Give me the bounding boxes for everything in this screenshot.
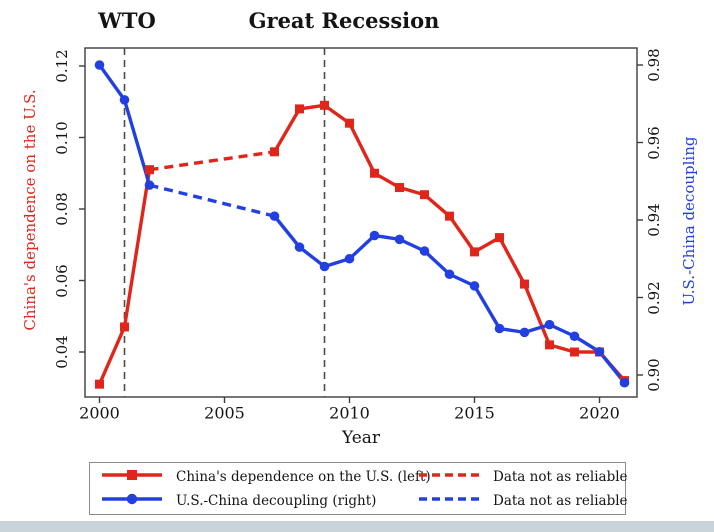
blue-series-marker xyxy=(94,60,105,70)
red-series-marker xyxy=(570,347,579,357)
red-series-dashed-segment xyxy=(149,150,275,172)
annotation-great-recession-label: Great Recession xyxy=(248,8,440,33)
blue-series-marker xyxy=(144,180,155,190)
red-series-marker xyxy=(270,147,279,157)
legend-blue-line-sample xyxy=(100,491,164,511)
left-tick-label: 0.04 xyxy=(53,335,71,369)
blue-series-marker xyxy=(419,246,430,256)
left-tick-label: 0.08 xyxy=(53,192,71,226)
right-tick-label: 0.90 xyxy=(645,358,663,392)
red-series-marker xyxy=(345,118,354,128)
blue-series-marker xyxy=(294,242,305,252)
blue-series-marker xyxy=(619,377,630,388)
right-tick-label: 0.94 xyxy=(645,203,663,237)
blue-series-marker xyxy=(569,331,580,342)
legend-sample-svg xyxy=(419,473,479,477)
blue-series-marker xyxy=(594,346,605,357)
red-series-marker xyxy=(295,104,304,114)
x-tick-label: 2000 xyxy=(79,403,120,423)
window-edge-strip xyxy=(0,521,714,532)
red-series-marker xyxy=(370,168,379,178)
left-tick-label: 0.06 xyxy=(53,263,71,298)
right-tick-label: 0.98 xyxy=(645,48,663,82)
legend-entry-blue-solid: U.S.-China decoupling (right) xyxy=(100,490,376,512)
blue-series-segment xyxy=(298,245,326,268)
red-series-marker xyxy=(395,183,404,193)
blue-series-marker xyxy=(444,269,455,280)
blue-series-marker xyxy=(319,261,330,272)
legend-red-line-sample xyxy=(100,467,164,487)
x-tick-label: 2015 xyxy=(454,403,495,423)
annotation-wto-label: WTO xyxy=(98,8,156,33)
red-series-segment xyxy=(122,169,152,328)
legend: China's dependence on the U.S. (left) U.… xyxy=(89,462,628,515)
red-series-marker xyxy=(420,190,429,200)
blue-series-marker xyxy=(369,230,380,241)
legend-label: U.S.-China decoupling (right) xyxy=(176,493,377,509)
left-tick-label: 0.12 xyxy=(53,49,71,83)
blue-series-marker xyxy=(269,211,280,221)
plot-border xyxy=(84,47,638,398)
blue-series-segment xyxy=(273,215,301,249)
chart-canvas xyxy=(79,47,643,403)
red-series-marker xyxy=(470,247,479,257)
x-tick-label: 2005 xyxy=(204,403,245,423)
legend-entry-red-dashed: Data not as reliable xyxy=(417,466,628,488)
legend-entry-red-solid: China's dependence on the U.S. (left) xyxy=(100,466,431,488)
legend-entry-blue-dashed: Data not as reliable xyxy=(417,490,628,512)
blue-series-marker xyxy=(469,281,480,291)
red-series-segment xyxy=(347,122,377,175)
blue-series-marker xyxy=(544,319,555,330)
blue-series-marker xyxy=(344,253,355,264)
x-axis-label: Year xyxy=(341,428,381,448)
red-series-marker xyxy=(95,379,104,389)
red-series-segment xyxy=(273,108,301,153)
blue-series-segment xyxy=(348,234,376,260)
legend-sample-svg xyxy=(419,497,479,501)
blue-series-marker xyxy=(394,234,405,245)
blue-series-marker xyxy=(494,323,505,334)
blue-series-segment xyxy=(98,64,126,101)
blue-series-segment xyxy=(423,249,451,276)
legend-square-marker xyxy=(127,470,137,480)
legend-label: Data not as reliable xyxy=(493,493,628,509)
red-series-segment xyxy=(522,283,552,346)
red-series-marker xyxy=(520,279,529,289)
blue-series-marker xyxy=(519,327,530,338)
right-axis-label: U.S.-China decoupling xyxy=(680,136,698,306)
x-tick-label: 2010 xyxy=(329,403,370,423)
legend-sample-svg xyxy=(102,470,162,480)
blue-series-marker xyxy=(119,95,130,105)
right-tick-label: 0.96 xyxy=(645,125,663,160)
legend-label: Data not as reliable xyxy=(493,469,628,485)
legend-sample-svg xyxy=(102,493,162,505)
legend-label: China's dependence on the U.S. (left) xyxy=(176,469,431,485)
x-tick-label: 2020 xyxy=(579,403,620,423)
left-axis-label: China's dependence on the U.S. xyxy=(21,89,39,331)
blue-series-dashed-segment xyxy=(149,183,275,218)
left-tick-label: 0.10 xyxy=(53,120,71,155)
right-tick-label: 0.92 xyxy=(645,280,663,315)
red-series-marker xyxy=(145,165,154,175)
red-series-marker xyxy=(545,340,554,350)
red-series-marker xyxy=(445,211,454,221)
legend-red-dashed-sample xyxy=(417,467,481,487)
red-series-marker xyxy=(320,100,329,110)
red-series-segment xyxy=(97,326,127,385)
legend-blue-dashed-sample xyxy=(417,491,481,511)
red-series-segment xyxy=(498,236,526,285)
blue-series-segment xyxy=(473,285,501,330)
legend-circle-marker xyxy=(126,493,138,505)
red-series-marker xyxy=(120,322,129,332)
red-series-marker xyxy=(495,233,504,243)
red-series-segment xyxy=(448,215,476,253)
